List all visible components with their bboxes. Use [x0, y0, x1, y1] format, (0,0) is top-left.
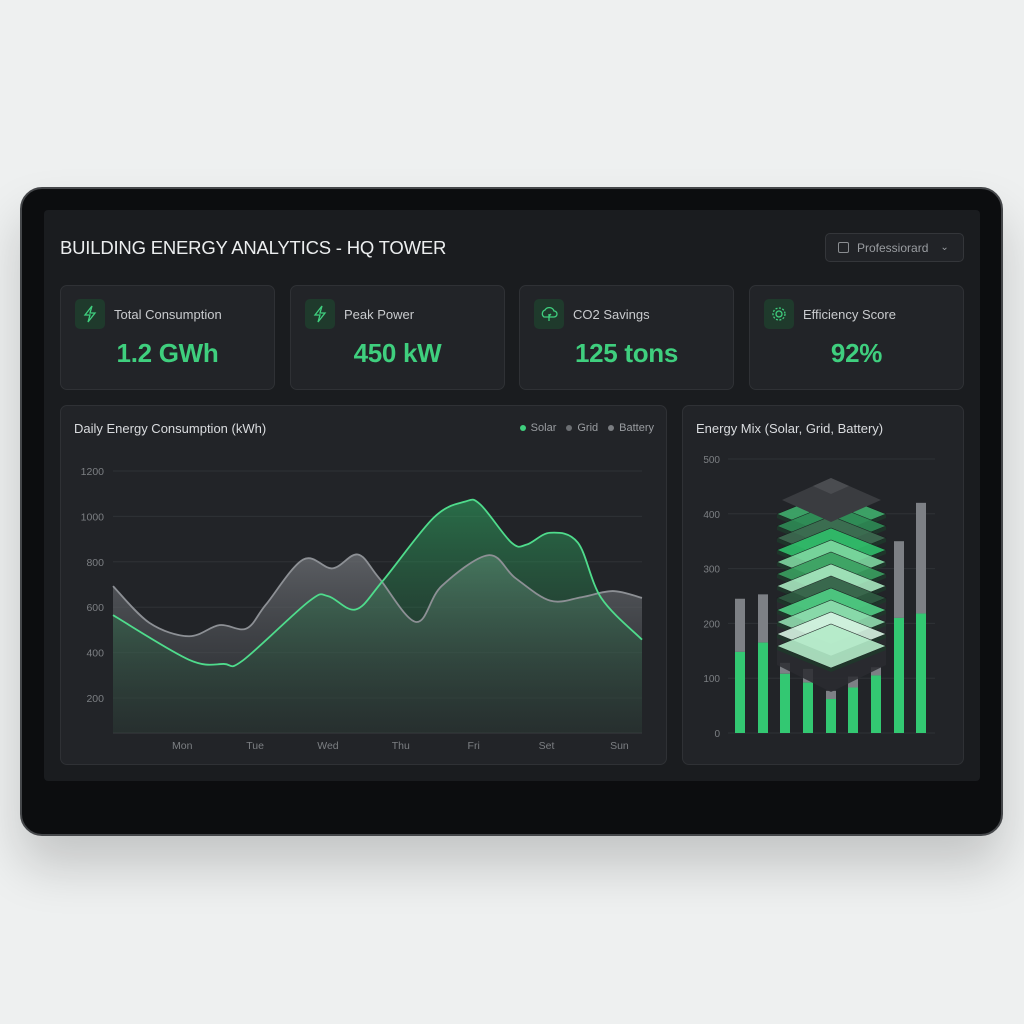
building-illustration [776, 478, 887, 692]
solar-bar[interactable] [758, 642, 768, 733]
kpi-card-peak-power: Peak Power 450 kW [290, 285, 505, 390]
solar-area [113, 499, 642, 733]
x-tick-label: Set [539, 740, 555, 752]
grid-line[interactable] [112, 553, 643, 638]
chart-legend: Solar Grid Battery [519, 422, 654, 434]
legend-battery[interactable]: Battery [608, 422, 654, 434]
kpi-card-total-consumption: Total Consumption 1.2 GWh [60, 285, 275, 390]
kpi-card-co2-savings: CO2 Savings 125 tons [519, 285, 734, 390]
kpi-label: Efficiency Score [803, 307, 896, 322]
building-roof [782, 478, 881, 522]
grid-bar[interactable] [848, 676, 858, 688]
solar-bar[interactable] [848, 687, 858, 733]
kpi-value: 92% [830, 338, 883, 368]
grid-bar[interactable] [758, 594, 768, 643]
legend-grid[interactable]: Grid [566, 422, 598, 434]
page-title: BUILDING ENERGY ANALYTICS - HQ TOWER [60, 237, 447, 258]
kpi-label: Total Consumption [114, 307, 222, 322]
grid-bar[interactable] [916, 502, 926, 614]
grid-bar[interactable] [871, 667, 881, 676]
grid-bar[interactable] [826, 690, 836, 700]
y-tick-label: 200 [86, 693, 104, 705]
chart-title: Daily Energy Consumption (kWh) [74, 421, 267, 436]
y-tick-label: 1200 [81, 466, 105, 478]
lightning-icon [75, 299, 105, 329]
kpi-value: 1.2 GWh [116, 338, 219, 368]
leaf-cloud-icon [534, 299, 564, 329]
gear-icon [764, 299, 794, 329]
kpi-value: 450 kW [353, 338, 442, 368]
solar-line[interactable] [112, 498, 643, 668]
x-tick-label: Thu [392, 740, 410, 752]
y-tick-label: 100 [703, 674, 720, 685]
solar-bar[interactable] [735, 651, 745, 733]
solar-bar[interactable] [826, 699, 836, 733]
y-tick-label: 200 [703, 619, 720, 630]
y-tick-label: 400 [86, 648, 104, 660]
x-tick-label: Tue [246, 740, 264, 752]
solar-bar[interactable] [916, 613, 926, 733]
kpi-card-efficiency-score: Efficiency Score 92% [749, 285, 964, 390]
y-tick-label: 800 [86, 557, 104, 569]
y-tick-label: 500 [703, 455, 720, 466]
y-tick-label: 0 [714, 729, 720, 740]
x-tick-label: Wed [317, 740, 339, 752]
legend-solar[interactable]: Solar [519, 422, 556, 434]
solar-bar[interactable] [780, 673, 790, 733]
solar-bar[interactable] [803, 682, 813, 733]
calendar-icon [838, 242, 849, 253]
grid-bar[interactable] [735, 598, 745, 652]
chart-title: Energy Mix (Solar, Grid, Battery) [696, 421, 884, 436]
y-tick-label: 1000 [81, 511, 105, 523]
x-tick-label: Fri [468, 740, 480, 752]
view-dropdown[interactable]: Professiorard ⌄ [825, 233, 964, 262]
chevron-down-icon: ⌄ [940, 242, 949, 253]
solar-bar[interactable] [871, 675, 881, 733]
kpi-label: Peak Power [344, 307, 415, 322]
x-tick-label: Mon [172, 740, 193, 752]
solar-bar[interactable] [894, 617, 904, 733]
kpi-value: 125 tons [574, 338, 679, 368]
y-tick-label: 400 [703, 510, 720, 521]
kpi-label: CO2 Savings [573, 307, 650, 322]
y-tick-label: 600 [86, 602, 104, 614]
grid-bar[interactable] [894, 541, 904, 618]
x-tick-label: Sun [610, 740, 629, 752]
dropdown-value: Professiorard [857, 240, 929, 255]
lightning-icon [305, 299, 335, 329]
y-tick-label: 300 [703, 565, 720, 576]
